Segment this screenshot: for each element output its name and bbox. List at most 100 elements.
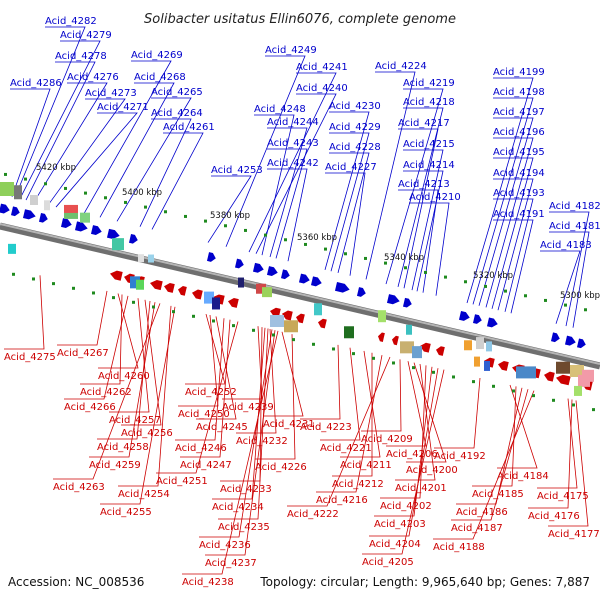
- track-dot: [64, 186, 67, 190]
- feature-block: [574, 385, 582, 396]
- bottom-leader-line: [57, 290, 108, 346]
- feature-block: [44, 200, 50, 211]
- bottom-leader-line: [434, 377, 481, 449]
- feature-block: [238, 277, 244, 288]
- feature-block: [486, 341, 492, 352]
- feature-block: [314, 303, 322, 316]
- top-gene-label: Acid_4196: [493, 127, 545, 138]
- track-dot: [184, 214, 187, 218]
- track-dot: [132, 300, 135, 304]
- feature-block: [406, 324, 412, 335]
- bottom-gene-label: Acid_4223: [300, 422, 352, 433]
- gene-arrow: [296, 313, 305, 324]
- label-leader-lines: [4, 26, 590, 575]
- top-leader-line: [403, 149, 444, 291]
- feature-block: [130, 276, 140, 289]
- gene-arrow: [38, 212, 48, 223]
- track-dot: [84, 191, 87, 195]
- bottom-leader-line: [156, 321, 239, 474]
- gene-arrow: [392, 335, 399, 346]
- bottom-gene-label: Acid_4260: [98, 371, 150, 382]
- bottom-leader-line: [380, 365, 427, 499]
- top-gene-label: Acid_4215: [403, 139, 455, 150]
- gene-arrow: [106, 228, 120, 239]
- top-leader-line: [325, 172, 366, 276]
- track-dot: [212, 319, 215, 323]
- bottom-leader-line: [182, 330, 279, 575]
- gene-arrow: [550, 332, 560, 343]
- bottom-gene-label: Acid_4234: [212, 502, 264, 513]
- gene-arrow: [564, 335, 576, 346]
- gene-arrow: [206, 252, 216, 262]
- top-gene-label: Acid_4191: [493, 209, 545, 220]
- track-dot: [12, 272, 15, 276]
- track-dot: [104, 196, 107, 200]
- top-gene-label: Acid_4286: [10, 78, 62, 89]
- top-gene-label: Acid_4271: [97, 102, 149, 113]
- track-dot: [324, 247, 327, 251]
- track-dot: [572, 403, 575, 407]
- feature-block: [578, 374, 590, 387]
- bottom-gene-label: Acid_4175: [537, 491, 589, 502]
- track-dot: [512, 389, 515, 393]
- bottom-leader-line: [196, 316, 237, 420]
- bottom-gene-label: Acid_4212: [332, 479, 384, 490]
- track-dot: [564, 303, 567, 307]
- top-gene-label: Acid_4276: [67, 72, 119, 83]
- top-leader-line: [267, 127, 308, 258]
- track-dot: [164, 210, 167, 214]
- top-leader-line: [478, 117, 534, 306]
- track-dot: [204, 219, 207, 223]
- top-gene-label: Acid_4194: [493, 168, 545, 179]
- feature-block: [474, 356, 480, 367]
- bottom-gene-label: Acid_4235: [218, 522, 270, 533]
- bottom-leader-line: [178, 314, 219, 407]
- top-leader-line: [493, 178, 534, 311]
- bottom-gene-label: Acid_4184: [497, 471, 549, 482]
- bottom-leader-line: [236, 328, 277, 434]
- top-gene-label: Acid_4210: [409, 192, 461, 203]
- track-dot: [464, 280, 467, 284]
- bottom-gene-label: Acid_4236: [199, 540, 251, 551]
- top-leader-line: [151, 132, 204, 230]
- top-leader-line: [225, 55, 306, 247]
- track-dot: [384, 261, 387, 265]
- top-leader-line: [99, 82, 175, 218]
- scale-kbp-label: 5320 kbp: [473, 271, 513, 281]
- top-gene-label: Acid_4197: [493, 107, 545, 118]
- feature-block: [212, 297, 220, 310]
- gene-arrow: [280, 269, 290, 280]
- bottom-gene-label: Acid_4246: [175, 443, 227, 454]
- scale-kbp-label: 5340 kbp: [384, 253, 424, 263]
- gene-arrow: [576, 338, 586, 349]
- bottom-leader-line: [185, 313, 226, 385]
- bottom-leader-line: [395, 363, 436, 481]
- track-dot: [364, 256, 367, 260]
- bottom-gene-label: Acid_4211: [340, 460, 392, 471]
- bottom-gene-label: Acid_4205: [362, 557, 414, 568]
- bottom-gene-label: Acid_4202: [380, 501, 432, 512]
- top-gene-label: Acid_4218: [403, 97, 455, 108]
- track-dot: [504, 289, 507, 293]
- top-leader-line: [25, 61, 96, 201]
- bottom-leader-line: [53, 303, 161, 480]
- top-leader-line: [409, 202, 450, 296]
- gene-arrow: [266, 266, 278, 277]
- bottom-leader-line: [175, 318, 225, 441]
- gene-arrow: [458, 310, 470, 321]
- bottom-gene-label: Acid_4245: [196, 422, 248, 433]
- track-dot: [484, 284, 487, 288]
- gene-arrow: [318, 318, 327, 329]
- top-leader-line: [540, 250, 581, 324]
- scale-kbp-label: 5360 kbp: [297, 233, 337, 243]
- feature-block: [556, 361, 570, 374]
- gene-arrow: [472, 314, 482, 324]
- gene-arrow: [0, 203, 10, 214]
- feature-block: [464, 340, 472, 351]
- track-dot: [332, 347, 335, 351]
- top-gene-label: Acid_4183: [540, 240, 592, 251]
- track-dot: [344, 252, 347, 256]
- bottom-gene-label: Acid_4266: [64, 402, 116, 413]
- bottom-leader-line: [316, 355, 383, 493]
